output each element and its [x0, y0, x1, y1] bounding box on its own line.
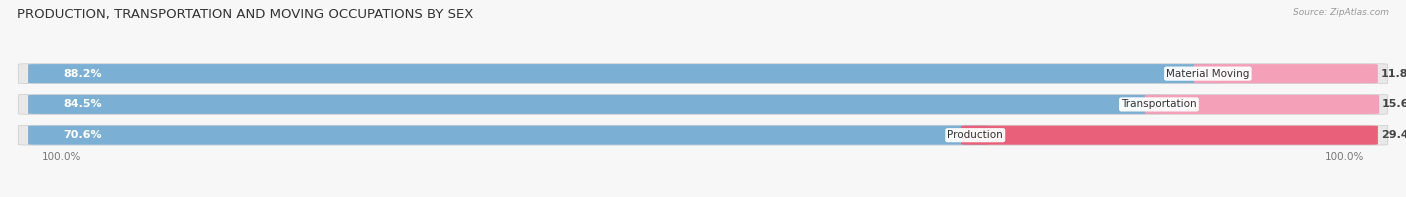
Text: 84.5%: 84.5% — [63, 99, 101, 109]
Text: 88.2%: 88.2% — [63, 69, 101, 79]
Text: Production: Production — [948, 130, 1002, 140]
Text: 11.8%: 11.8% — [1381, 69, 1406, 79]
Text: Source: ZipAtlas.com: Source: ZipAtlas.com — [1294, 8, 1389, 17]
FancyBboxPatch shape — [28, 64, 1222, 83]
FancyBboxPatch shape — [28, 95, 1173, 114]
FancyBboxPatch shape — [1144, 95, 1379, 114]
FancyBboxPatch shape — [18, 125, 1388, 145]
Text: 29.4%: 29.4% — [1381, 130, 1406, 140]
FancyBboxPatch shape — [962, 126, 1378, 145]
Text: 70.6%: 70.6% — [63, 130, 101, 140]
Text: PRODUCTION, TRANSPORTATION AND MOVING OCCUPATIONS BY SEX: PRODUCTION, TRANSPORTATION AND MOVING OC… — [17, 8, 474, 21]
FancyBboxPatch shape — [18, 95, 1388, 114]
FancyBboxPatch shape — [28, 126, 990, 145]
Text: Transportation: Transportation — [1121, 99, 1197, 109]
Text: Material Moving: Material Moving — [1166, 69, 1250, 79]
Text: 15.6%: 15.6% — [1382, 99, 1406, 109]
Text: 100.0%: 100.0% — [42, 152, 82, 162]
Text: 100.0%: 100.0% — [1324, 152, 1364, 162]
FancyBboxPatch shape — [18, 64, 1388, 84]
FancyBboxPatch shape — [1194, 64, 1378, 83]
